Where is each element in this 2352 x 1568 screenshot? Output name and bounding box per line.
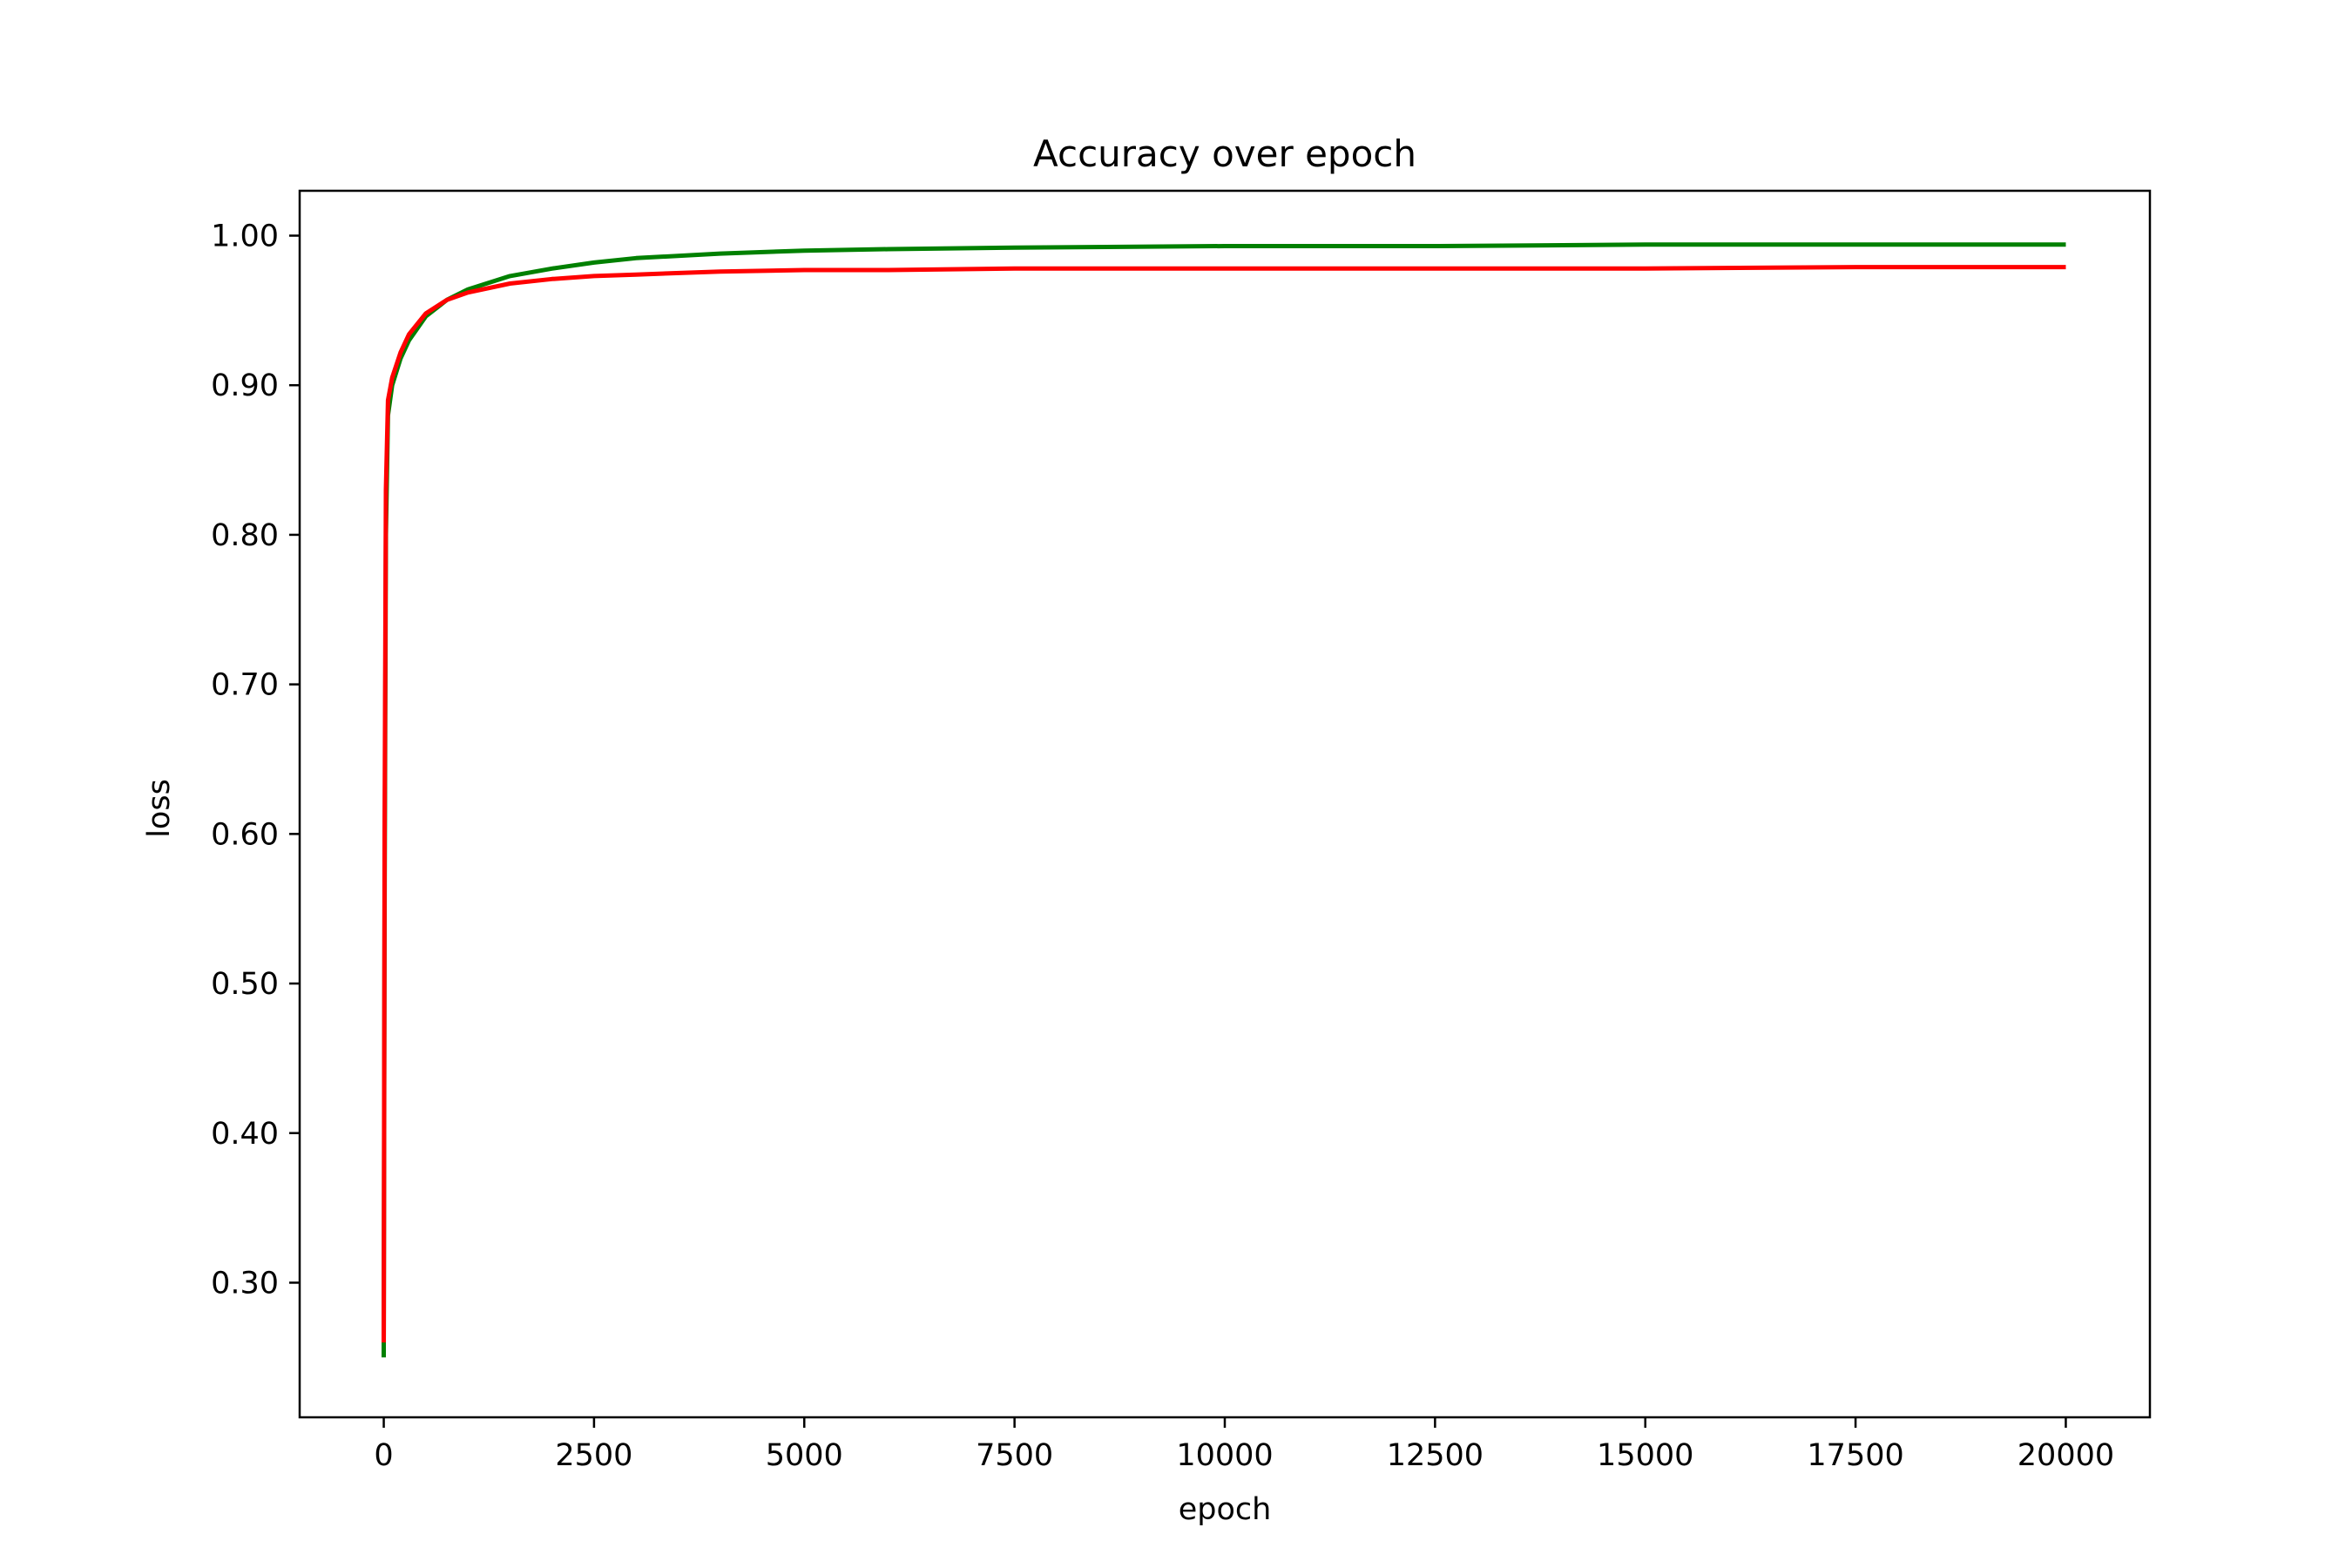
x-tick-label: 20000 [2017, 1438, 2114, 1473]
x-tick-label: 0 [374, 1438, 393, 1473]
y-tick-label: 0.70 [211, 668, 279, 703]
series-2-line [382, 265, 2066, 1343]
y-tick-label: 0.90 [211, 368, 279, 403]
chart-title: Accuracy over epoch [1033, 132, 1416, 175]
x-axis: 0 2500 5000 7500 10000 12500 15000 17500 20000 [374, 1417, 2114, 1473]
y-tick-label: 0.30 [211, 1266, 279, 1301]
x-tick-label: 15000 [1597, 1438, 1693, 1473]
axes-frame [298, 189, 2152, 1419]
x-tick-label: 17500 [1807, 1438, 1903, 1473]
y-axis-label: loss [142, 779, 177, 838]
plot-area [382, 242, 2066, 1358]
x-tick-label: 7500 [976, 1438, 1053, 1473]
y-tick-label: 0.50 [211, 967, 279, 1002]
y-tick-label: 0.80 [211, 518, 279, 553]
y-axis: 0.30 0.40 0.50 0.60 0.70 0.80 0.90 1.00 [211, 220, 300, 1301]
x-tick-label: 2500 [555, 1438, 632, 1473]
y-tick-label: 1.00 [211, 220, 279, 254]
x-tick-label: 5000 [766, 1438, 843, 1473]
y-tick-label: 0.60 [211, 817, 279, 852]
x-axis-label: epoch [1179, 1492, 1272, 1527]
y-tick-label: 0.40 [211, 1117, 279, 1152]
x-tick-label: 10000 [1176, 1438, 1273, 1473]
x-tick-label: 12500 [1387, 1438, 1484, 1473]
